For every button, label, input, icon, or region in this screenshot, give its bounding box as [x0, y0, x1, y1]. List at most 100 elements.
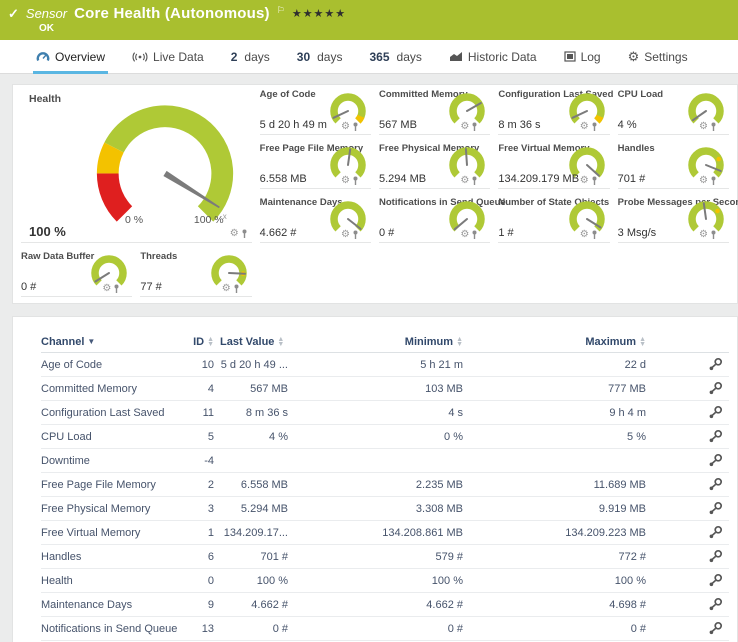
edit-channel-icon[interactable]: [693, 357, 729, 372]
edit-channel-icon[interactable]: [693, 429, 729, 444]
pin-icon[interactable]: [113, 284, 120, 294]
tab-365-days[interactable]: 365 days: [369, 50, 421, 64]
tab-overview[interactable]: Overview: [32, 50, 109, 74]
cell-channel: Free Virtual Memory: [41, 526, 141, 539]
edit-channel-icon[interactable]: [693, 381, 729, 396]
table-row: Free Page File Memory 2 6.558 MB 2.235 M…: [41, 473, 729, 497]
mini-gauge-cell: Notifications in Send Queue 0 # ⚙: [379, 197, 506, 243]
gauge-title: Maintenance Days: [259, 197, 343, 208]
edit-channel-icon[interactable]: [693, 501, 729, 516]
table-row: Free Physical Memory 3 5.294 MB 3.308 MB…: [41, 497, 729, 521]
pin-icon[interactable]: [471, 230, 478, 240]
mini-gauge-cell: Number of State Objects 1 # ⚙: [498, 197, 610, 243]
mini-gauge: [330, 93, 366, 124]
broadcast-icon: [132, 52, 148, 62]
mini-gauge-cell: Committed Memory 567 MB ⚙: [379, 89, 491, 135]
edit-channel-icon[interactable]: [693, 525, 729, 540]
column-header-channel[interactable]: Channel ▼: [41, 335, 96, 348]
gauge-settings-gear-icon[interactable]: ⚙: [699, 175, 708, 186]
edit-channel-icon[interactable]: [693, 453, 729, 468]
priority-stars[interactable]: ★★★★★: [291, 8, 347, 20]
tab-log[interactable]: Log: [563, 50, 601, 64]
gauge-settings-gear-icon[interactable]: ⚙: [579, 175, 589, 186]
pin-icon[interactable]: [471, 122, 478, 132]
mini-gauge: [688, 201, 724, 232]
edit-channel-icon[interactable]: [693, 573, 729, 588]
pin-icon[interactable]: [241, 229, 248, 239]
gauge-settings-gear-icon[interactable]: ⚙: [460, 229, 470, 240]
gauge-settings-gear-icon[interactable]: ⚙: [579, 229, 589, 240]
gauge-settings-gear-icon[interactable]: ⚙: [229, 228, 239, 239]
edit-channel-icon[interactable]: [693, 477, 729, 492]
pin-icon[interactable]: [591, 230, 598, 240]
column-header-last-value[interactable]: Last Value ▲ ▼: [220, 335, 285, 348]
tab-2-days-unit: days: [244, 49, 270, 64]
overview-gauges-panel: Health x 0 % 100 % 100 % ⚙ Age of Code: [12, 84, 738, 304]
cell-last-value: 567 MB: [250, 382, 288, 395]
cell-channel: Maintenance Days: [41, 598, 133, 611]
cell-last-value: 134.209.17...: [223, 526, 288, 539]
cell-maximum: 9.919 MB: [598, 502, 646, 515]
cell-minimum: 2.235 MB: [415, 478, 463, 491]
gauge-settings-gear-icon[interactable]: ⚙: [460, 175, 470, 186]
priority-flag-icon[interactable]: ⚐: [276, 5, 285, 15]
gauge-settings-gear-icon[interactable]: ⚙: [460, 121, 470, 132]
gauge-settings-gear-icon[interactable]: ⚙: [699, 229, 708, 240]
mini-gauge-cell: Raw Data Buffer 0 # ⚙: [21, 251, 133, 297]
pin-icon[interactable]: [710, 122, 717, 132]
pin-icon[interactable]: [352, 230, 359, 240]
gauge-settings-gear-icon[interactable]: ⚙: [579, 121, 589, 132]
edit-channel-icon[interactable]: [693, 597, 729, 612]
gauge-settings-gear-icon[interactable]: ⚙: [102, 283, 112, 294]
gauge-warning-segment: [593, 114, 604, 124]
edit-channel-icon[interactable]: [693, 549, 729, 564]
pin-icon[interactable]: [471, 176, 478, 186]
tab-30-days-number: 30: [296, 49, 311, 64]
pin-icon[interactable]: [591, 122, 598, 132]
tab-historic-data-label: Historic Data: [467, 49, 537, 64]
cell-last-value: 4.662 #: [251, 598, 288, 611]
column-header-minimum[interactable]: Minimum ▲ ▼: [404, 335, 463, 348]
gauge-needle: [466, 102, 483, 112]
gauge-settings-gear-icon[interactable]: ⚙: [341, 121, 350, 132]
sort-desc-icon: ▼: [87, 337, 96, 346]
cell-id: 3: [207, 502, 214, 515]
page-title: Core Health (Autonomous): [74, 5, 270, 22]
column-header-id[interactable]: ID ▲ ▼: [193, 335, 214, 348]
gauge-title: Number of State Objects: [498, 197, 610, 208]
pin-icon[interactable]: [710, 230, 717, 240]
cell-id: 2: [207, 478, 214, 491]
tab-historic-data[interactable]: Historic Data: [449, 50, 537, 64]
cell-minimum: 4 s: [448, 406, 463, 419]
pin-icon[interactable]: [710, 176, 717, 186]
gauge-value: 701 #: [617, 173, 646, 185]
tab-live-data-label: Live Data: [153, 49, 204, 64]
pin-icon[interactable]: [591, 176, 598, 186]
edit-channel-icon[interactable]: [693, 621, 729, 636]
gauge-settings-gear-icon[interactable]: ⚙: [341, 229, 350, 240]
edit-channel-icon[interactable]: [693, 405, 729, 420]
tab-live-data[interactable]: Live Data: [132, 50, 204, 64]
mini-gauge-cell: CPU Load 4 % ⚙: [617, 89, 729, 135]
tab-2-days[interactable]: 2 days: [231, 50, 270, 64]
gauge-settings-gear-icon[interactable]: ⚙: [341, 175, 350, 186]
table-row: Downtime -4: [41, 449, 729, 473]
gauge-needle: [454, 218, 469, 231]
mini-gauge-cell: Free Page File Memory 6.558 MB ⚙: [259, 143, 371, 189]
column-header-maximum[interactable]: Maximum ▲ ▼: [585, 335, 646, 348]
cell-minimum: 579 #: [435, 550, 463, 563]
cell-maximum: 0 #: [630, 622, 646, 635]
pin-icon[interactable]: [352, 176, 359, 186]
status-ok-check-icon: ✓: [8, 6, 19, 21]
tab-30-days-unit: days: [317, 49, 343, 64]
cell-maximum: 5 %: [627, 430, 646, 443]
pin-icon[interactable]: [233, 284, 240, 294]
mini-gauge-cell: Handles 701 # ⚙: [617, 143, 729, 189]
gauge-value: 0 #: [379, 227, 395, 239]
gauge-settings-gear-icon[interactable]: ⚙: [221, 283, 231, 294]
gauge-settings-gear-icon[interactable]: ⚙: [699, 121, 708, 132]
tab-settings[interactable]: ⚙ Settings: [628, 50, 688, 64]
cell-minimum: 0 %: [444, 430, 463, 443]
tab-30-days[interactable]: 30 days: [297, 50, 343, 64]
pin-icon[interactable]: [352, 122, 359, 132]
